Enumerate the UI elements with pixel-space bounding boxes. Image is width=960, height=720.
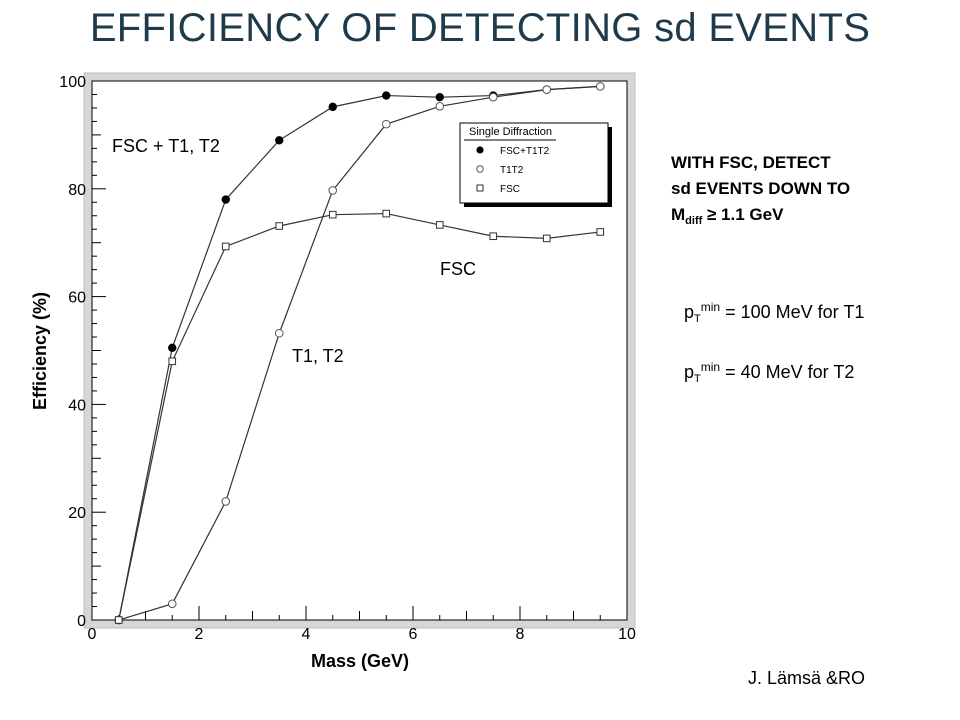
series-line-0 [118, 85, 601, 621]
curve-annotation-2: T1, T2 [292, 346, 344, 366]
pt2-value: = 40 MeV for T2 [720, 362, 855, 382]
data-point-t1t2 [435, 102, 445, 111]
page-title: EFFICIENCY OF DETECTING sd EVENTS [89, 6, 871, 50]
data-point-fsc [114, 616, 123, 624]
legend-entry-label: T1T2 [500, 165, 524, 176]
x-tick-label: 10 [618, 626, 636, 643]
data-point-t1t2 [274, 328, 284, 338]
x-axis-label: Mass (GeV) [311, 651, 409, 671]
mass-threshold: ≥ 1.1 GeV [702, 205, 784, 224]
y-tick-label: 40 [68, 397, 86, 414]
y-tick-label: 80 [68, 182, 86, 199]
data-point-fsc [489, 232, 498, 241]
x-tick-label: 6 [409, 626, 418, 643]
data-point-fsc-t1t2 [275, 136, 284, 145]
curve-annotation-1: FSC [440, 259, 476, 279]
data-point-fsc-t1t2 [221, 195, 230, 204]
note-line-1: WITH FSC, DETECT [671, 153, 831, 172]
legend-marker-filled-circle [476, 146, 484, 154]
note-line-3: Mdiff ≥ 1.1 GeV [671, 202, 850, 230]
data-point-fsc [435, 221, 444, 229]
data-point-t1t2 [381, 119, 391, 129]
series-line-1 [118, 85, 601, 621]
data-point-fsc [542, 234, 551, 243]
data-point-fsc [328, 210, 337, 219]
pt-threshold-t2: pTmin = 40 MeV for T2 [684, 360, 855, 385]
pt1-subscript: T [694, 313, 701, 325]
data-point-fsc [382, 209, 391, 218]
data-point-t1t2 [328, 186, 338, 195]
pt2-subscript: T [694, 373, 701, 385]
x-tick-label: 4 [302, 626, 311, 643]
note-line-2: sd EVENTS DOWN TO [671, 179, 851, 198]
y-tick-label: 60 [68, 290, 86, 307]
legend-marker-open-circle [476, 165, 484, 173]
mass-symbol: M [671, 205, 686, 224]
data-point-t1t2 [221, 497, 231, 506]
y-tick-label: 100 [59, 74, 86, 91]
data-point-fsc-t1t2 [435, 92, 444, 102]
mass-subscript: diff [685, 215, 703, 227]
data-point-fsc [596, 228, 605, 236]
pt2-symbol: p [684, 362, 695, 382]
data-point-fsc-t1t2 [382, 91, 391, 100]
legend-title: Single Diffraction [469, 126, 552, 138]
data-point-t1t2 [595, 82, 605, 91]
x-tick-label: 2 [195, 626, 204, 643]
legend-entry-label: FSC+T1T2 [500, 146, 550, 157]
data-point-t1t2 [488, 92, 498, 102]
legend-entry-label: FSC [500, 184, 520, 195]
data-point-fsc-t1t2 [168, 343, 177, 353]
pt1-superscript: min [700, 300, 721, 314]
legend-box [459, 122, 609, 204]
data-point-fsc-t1t2 [328, 102, 337, 112]
y-tick-label: 0 [77, 613, 86, 630]
data-point-fsc [168, 357, 177, 366]
y-tick-label: 20 [68, 505, 86, 522]
y-axis-label: Efficiency (%) [30, 292, 50, 410]
series-line-2 [118, 212, 601, 621]
curve-annotation-0: FSC + T1, T2 [112, 136, 220, 156]
legend-marker-open-square [476, 184, 484, 192]
data-point-t1t2 [542, 85, 552, 94]
pt2-superscript: min [700, 360, 721, 374]
pt-threshold-t1: pTmin = 100 MeV for T1 [684, 300, 865, 325]
detection-note: WITH FSC, DETECT sd EVENTS DOWN TO Mdiff… [671, 150, 850, 230]
data-point-fsc [275, 222, 284, 230]
pt1-symbol: p [684, 302, 695, 322]
author-credit: J. Lämsä &RO [748, 668, 866, 688]
x-tick-label: 8 [516, 626, 525, 643]
x-tick-label: 0 [88, 626, 97, 643]
pt1-value: = 100 MeV for T1 [720, 302, 865, 322]
data-point-t1t2 [167, 599, 177, 609]
data-point-fsc [221, 242, 230, 251]
